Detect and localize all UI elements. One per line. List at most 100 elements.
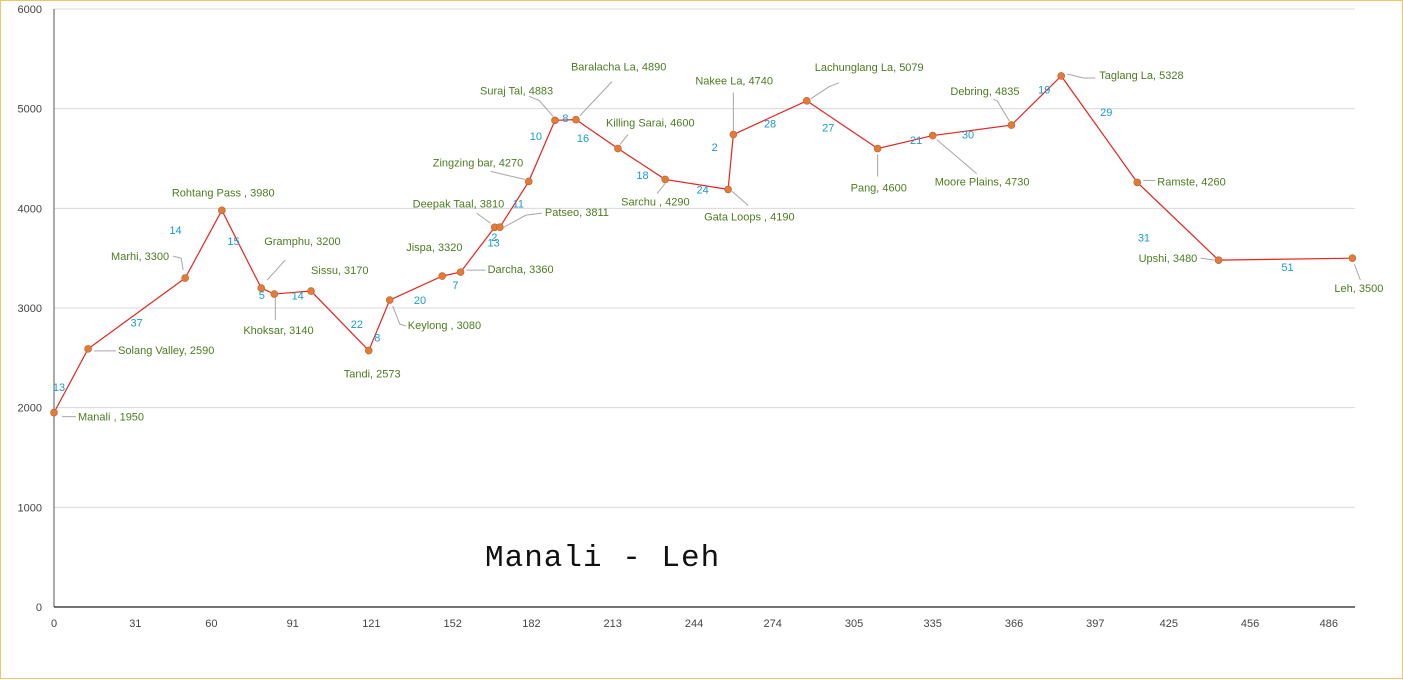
leader-line (656, 183, 666, 194)
chart-title: Manali - Leh (485, 541, 720, 576)
x-tick-label: 31 (129, 618, 141, 630)
distance-label: 8 (562, 113, 568, 125)
leader-line (579, 81, 613, 116)
point-label: Sissu, 3170 (311, 265, 368, 277)
gridlines (54, 8, 1355, 508)
route-point (729, 130, 738, 139)
point-label: Baralacha La, 4890 (571, 62, 666, 74)
distance-label: 14 (169, 225, 181, 237)
route-point (524, 177, 533, 186)
leader-line (528, 95, 554, 117)
x-tick-label: 425 (1160, 618, 1178, 630)
leader-line (1200, 257, 1215, 261)
point-label: Solang Valley, 2590 (118, 345, 214, 357)
point-label: Suraj Tal, 4883 (480, 85, 553, 97)
distance-label: 5 (259, 290, 265, 302)
route-point (1057, 72, 1066, 80)
y-tick-label: 1000 (18, 502, 42, 514)
y-tick-label: 4000 (18, 203, 42, 215)
point-label: Keylong , 3080 (408, 320, 481, 332)
route-point (456, 268, 465, 276)
distance-label: 8 (374, 332, 380, 344)
point-label: Gramphu, 3200 (264, 236, 340, 248)
point-label: Darcha, 3360 (488, 264, 554, 276)
route-markers (50, 72, 1357, 417)
distance-label: 29 (1100, 107, 1112, 119)
leader-line (392, 305, 406, 327)
leader-line (476, 212, 491, 224)
distance-label: 31 (1138, 232, 1150, 244)
distance-label: 30 (962, 129, 974, 141)
distance-label: 22 (351, 319, 363, 331)
route-point (1348, 254, 1357, 262)
point-label: Leh, 3500 (1334, 283, 1383, 295)
x-tick-label: 274 (764, 618, 782, 630)
distance-label: 27 (822, 123, 834, 135)
label-leader-lines (62, 73, 1361, 418)
point-label: Gata Loops , 4190 (704, 211, 795, 223)
y-tick-label: 0 (36, 602, 42, 614)
leader-line (490, 170, 525, 180)
point-label: Killing Sarai, 4600 (606, 118, 695, 130)
point-label: Debring, 4835 (950, 86, 1019, 98)
leader-line (731, 191, 749, 206)
y-tick-labels: 0 1000 2000 3000 4000 5000 6000 (18, 4, 42, 614)
x-tick-label: 0 (51, 618, 57, 630)
x-tick-label: 305 (845, 618, 863, 630)
x-tick-label: 121 (362, 618, 380, 630)
y-tick-label: 5000 (18, 104, 42, 116)
point-label: Patseo, 3811 (545, 207, 609, 219)
point-label: Deepak Taal, 3810 (413, 198, 505, 210)
distance-label: 2 (491, 232, 497, 244)
route-point (1133, 178, 1142, 187)
leader-line (503, 212, 542, 228)
route-point (802, 96, 811, 105)
route-point (1007, 121, 1016, 129)
route-point (614, 144, 622, 153)
distance-label: 18 (636, 170, 648, 182)
distance-label: 28 (764, 119, 776, 131)
x-tick-label: 60 (205, 618, 217, 630)
x-tick-label: 486 (1320, 618, 1338, 630)
route-point (928, 131, 937, 140)
route-point (385, 296, 394, 304)
leader-line (810, 82, 839, 100)
point-labels: Manali , 1950 Solang Valley, 2590 Marhi, 3… (78, 62, 1383, 424)
route-point (873, 144, 882, 153)
y-tick-label: 3000 (18, 303, 42, 315)
route-point (1214, 256, 1223, 264)
distance-label: 37 (130, 317, 142, 329)
point-label: Zingzing bar, 4270 (433, 157, 524, 169)
x-tick-label: 152 (444, 618, 462, 630)
route-point (307, 287, 315, 295)
point-label: Khoksar, 3140 (243, 325, 313, 337)
leader-line (1353, 263, 1361, 281)
route-point (181, 274, 189, 282)
route-point (257, 284, 266, 292)
distance-label: 11 (513, 198, 524, 210)
point-label: Sarchu , 4290 (621, 196, 690, 208)
distance-label: 13 (487, 238, 499, 250)
distance-label: 10 (530, 131, 542, 143)
point-label: Taglang La, 5328 (1099, 70, 1183, 82)
x-tick-label: 335 (924, 618, 942, 630)
route-point (661, 175, 669, 184)
leader-line (1067, 73, 1096, 79)
route-point (724, 185, 732, 194)
distance-label: 21 (910, 135, 922, 147)
leader-line (993, 98, 1010, 122)
distance-label: 13 (53, 382, 65, 394)
distance-label: 20 (414, 295, 426, 307)
axes (53, 9, 1355, 608)
distance-label: 14 (292, 291, 304, 303)
distance-label: 24 (697, 184, 709, 196)
point-label: Pang, 4600 (851, 183, 907, 195)
point-label: Nakee La, 4740 (695, 76, 773, 88)
leader-line (266, 259, 286, 281)
point-label: Ramste, 4260 (1157, 176, 1225, 188)
distance-label: 16 (577, 133, 589, 145)
point-label: Rohtang Pass , 3980 (172, 187, 275, 199)
